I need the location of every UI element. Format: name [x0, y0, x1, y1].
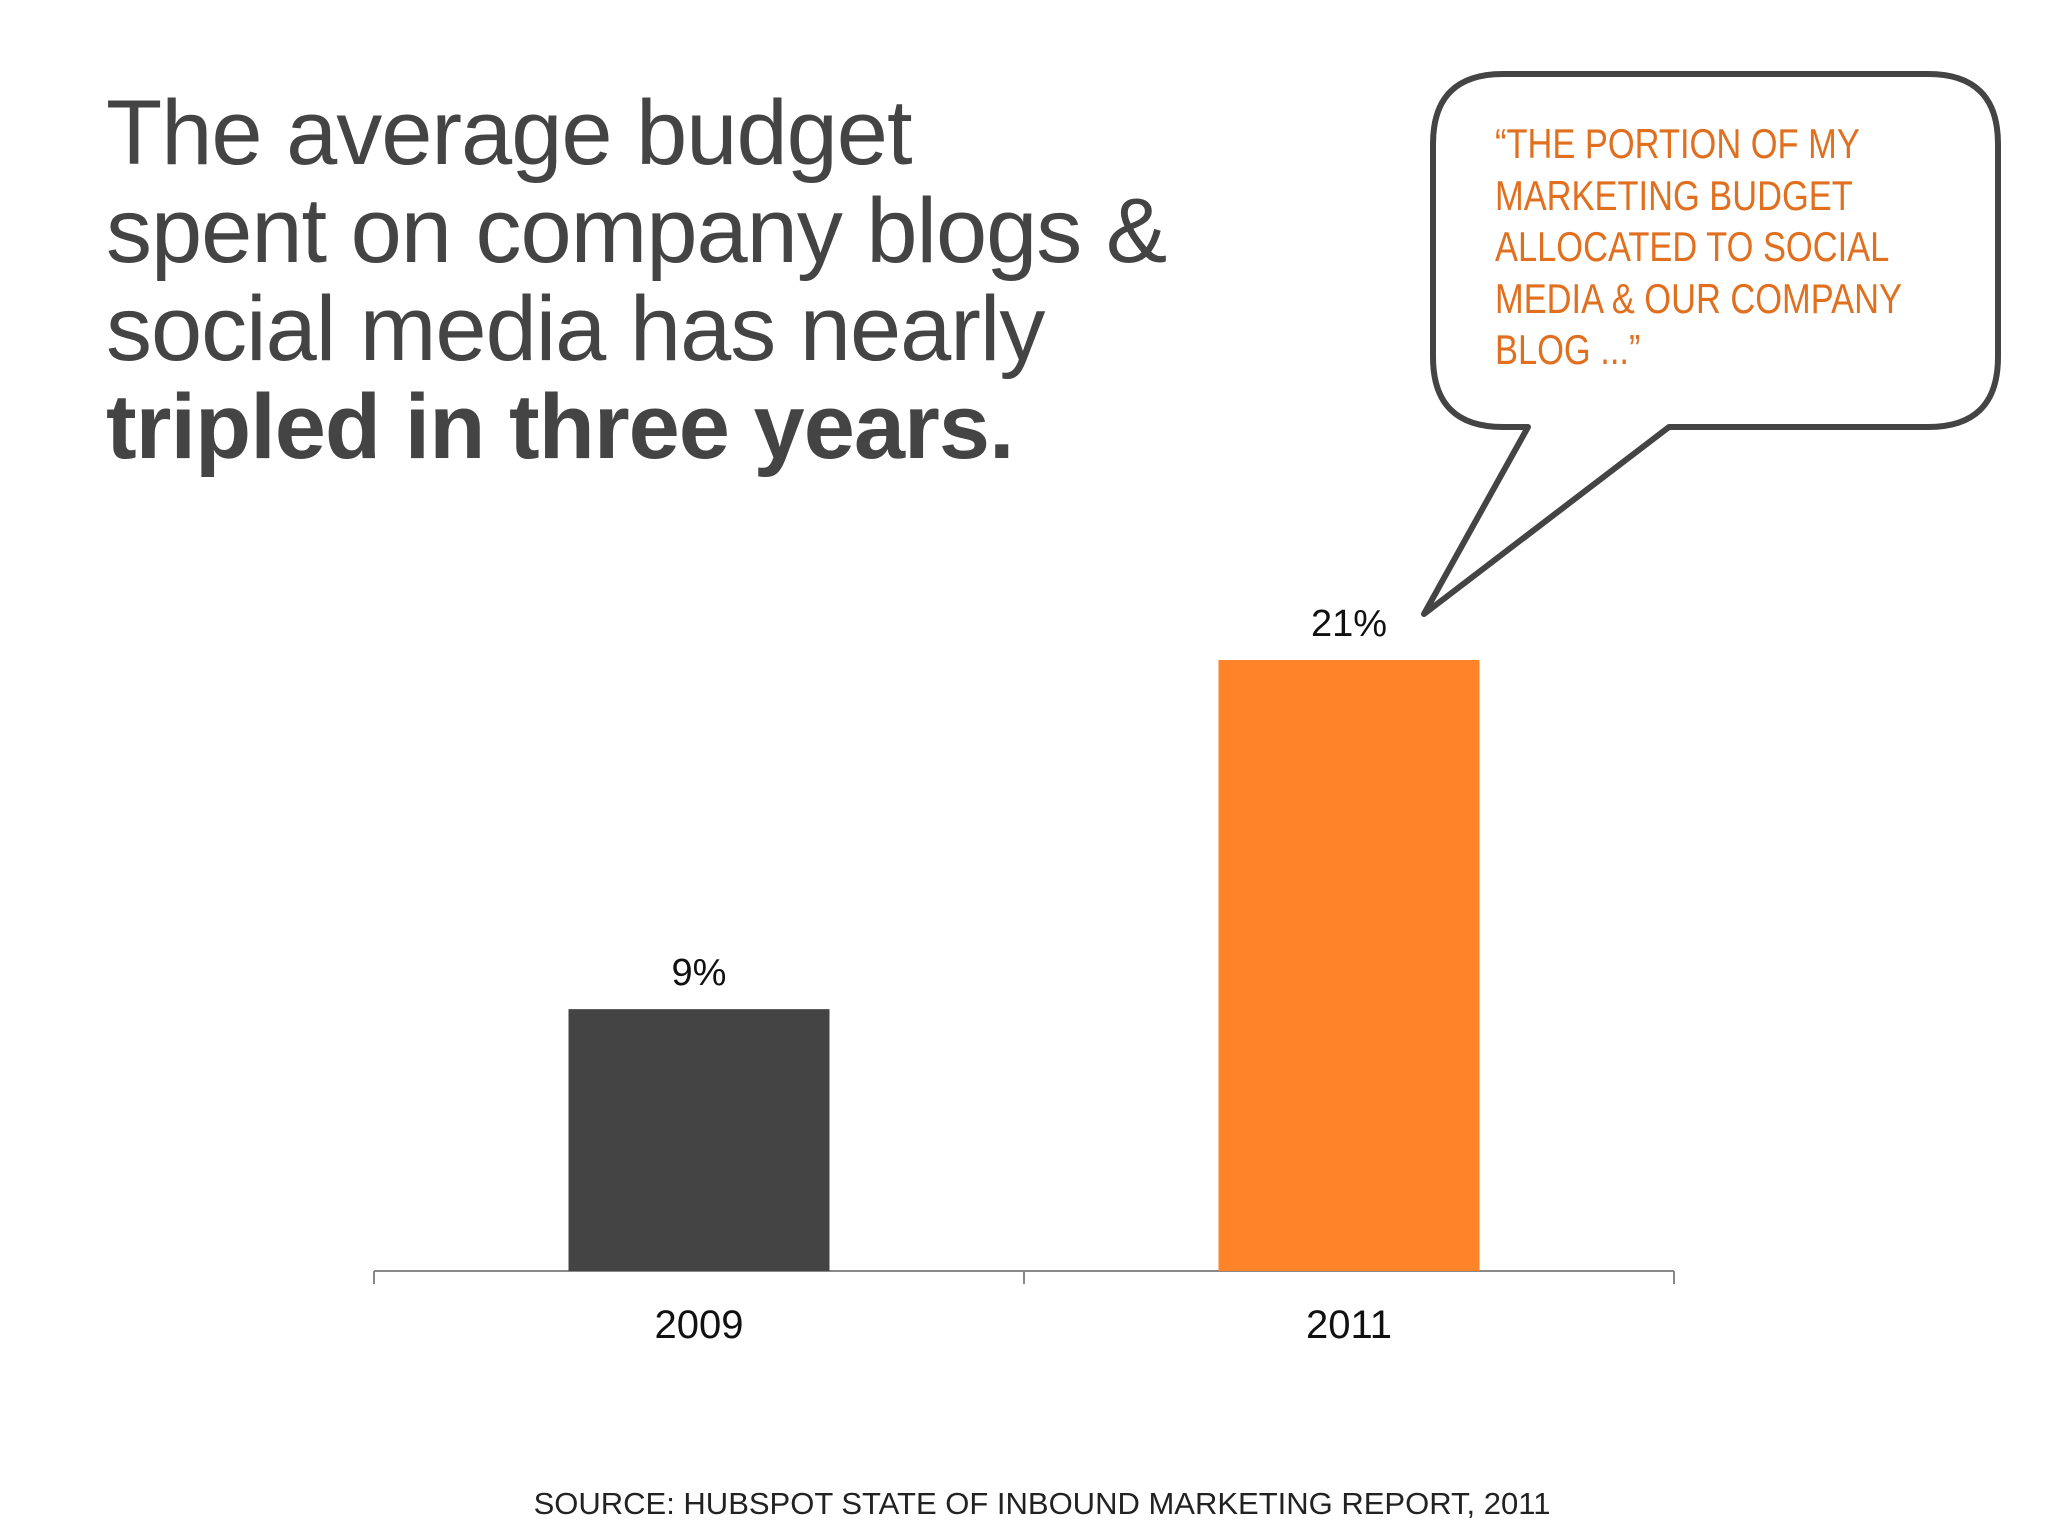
quote-line: BLOG ...” [1495, 326, 1641, 373]
quote-line: “THE PORTION OF MY [1495, 120, 1860, 167]
bar-2011 [1218, 660, 1480, 1271]
speech-bubble-outline [1421, 71, 2001, 617]
category-label-2009: 2009 [655, 1303, 744, 1347]
category-label-2011: 2011 [1306, 1303, 1392, 1347]
headline-line: social media has nearly [106, 278, 1045, 380]
data-label-2009: 9% [672, 952, 727, 994]
headline: The average budget spent on company blog… [106, 84, 1406, 476]
quote-line: MEDIA & OUR COMPANY [1495, 274, 1902, 322]
quote-line: MARKETING BUDGET [1495, 171, 1853, 219]
callout-quote: “THE PORTION OF MY MARKETING BUDGET ALLO… [1495, 118, 1987, 376]
headline-emphasis: tripled in three years. [106, 376, 1015, 478]
bar-2009 [568, 1009, 830, 1271]
source-note: SOURCE: HUBSPOT STATE OF INBOUND MARKETI… [533, 1486, 1551, 1521]
headline-line: The average budget [106, 82, 913, 184]
quote-line: ALLOCATED TO SOCIAL [1495, 223, 1890, 270]
headline-line: spent on company blogs & [106, 180, 1167, 282]
data-label-2011: 21% [1311, 603, 1387, 645]
